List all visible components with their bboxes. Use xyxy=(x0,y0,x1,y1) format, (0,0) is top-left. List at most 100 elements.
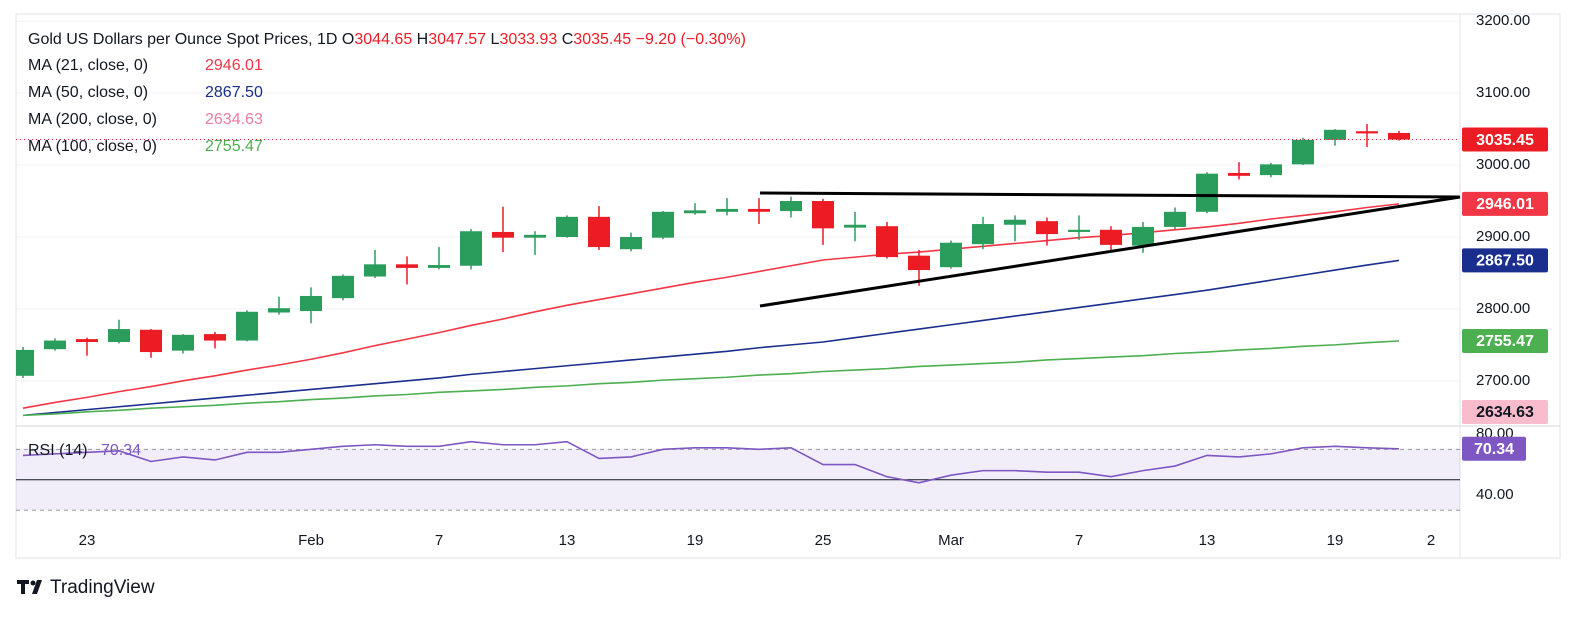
ohlc-label: L xyxy=(491,31,500,48)
candle-body xyxy=(492,231,514,238)
candle-body xyxy=(364,264,386,277)
candle-body xyxy=(748,208,770,212)
symbol-title: Gold US Dollars per Ounce Spot Prices, 1… xyxy=(28,31,337,48)
x-tick-label: 19 xyxy=(1327,532,1344,549)
trendline-upper xyxy=(759,191,1461,199)
ma-line xyxy=(22,259,1400,417)
y-tick-label: 3000.00 xyxy=(1476,156,1530,173)
candle-body xyxy=(236,311,258,341)
candle-body xyxy=(812,201,834,229)
price-tag xyxy=(1462,328,1548,353)
price-tag-label: 2867.50 xyxy=(1476,253,1534,270)
candle-body xyxy=(428,265,450,268)
rsi-legend-value: 70.34 xyxy=(101,442,141,459)
candle-body xyxy=(556,216,578,237)
candle-body xyxy=(1036,221,1058,235)
candle-body xyxy=(1132,226,1154,246)
candle-body xyxy=(716,208,738,212)
price-tag-label: 2634.63 xyxy=(1476,404,1534,421)
candle-body xyxy=(1292,139,1314,165)
candle-body xyxy=(1388,132,1410,140)
ohlc-value: 3035.45 xyxy=(573,31,631,48)
candle-body xyxy=(1356,131,1378,134)
rsi-pane xyxy=(22,440,1400,484)
candle-body xyxy=(44,340,66,350)
change: −9.20 (−0.30%) xyxy=(636,31,746,48)
candle-body xyxy=(1196,173,1218,212)
y-tick-label: 2900.00 xyxy=(1476,228,1530,245)
y-tick-label: 3200.00 xyxy=(1476,12,1530,29)
candle-body xyxy=(1068,229,1090,232)
header: Gold US Dollars per Ounce Spot Prices, 1… xyxy=(28,31,746,48)
price-tag xyxy=(1462,400,1548,424)
ohlc-value: 3047.57 xyxy=(428,31,486,48)
x-tick-label: 13 xyxy=(1199,532,1216,549)
rsi-name: RSI (14) xyxy=(28,442,88,459)
candle-body xyxy=(620,236,642,250)
candle-body xyxy=(908,255,930,271)
rsi-line xyxy=(22,440,1400,484)
legend-value: 2634.63 xyxy=(205,111,263,128)
price-tag-label: 2755.47 xyxy=(1476,333,1534,350)
ohlc-value: 3044.65 xyxy=(354,31,412,48)
brand-logo: TradingView xyxy=(17,577,155,598)
legend-value: 2946.01 xyxy=(205,57,263,74)
main-pane xyxy=(16,124,1460,417)
candle-body xyxy=(204,334,226,341)
ohlc-label: H xyxy=(417,31,429,48)
rsi-tick-label: 40.00 xyxy=(1476,486,1514,503)
candle-body xyxy=(76,339,98,342)
legend-name: MA (100, close, 0) xyxy=(28,138,157,155)
price-tag xyxy=(1462,191,1548,216)
frame xyxy=(15,13,1561,559)
legend-name: MA (50, close, 0) xyxy=(28,84,148,101)
candle-body xyxy=(524,234,546,238)
ohlc-label: C xyxy=(562,31,574,48)
candle-body xyxy=(1324,129,1346,140)
candle-body xyxy=(1100,229,1122,245)
ohlc-label: O xyxy=(342,31,354,48)
candle-body xyxy=(268,308,290,313)
x-tick-label: 7 xyxy=(435,532,443,549)
x-tick-label: Feb xyxy=(298,532,324,549)
x-tick-label: 23 xyxy=(79,532,96,549)
x-tick-label: Mar xyxy=(938,532,964,549)
ma-line xyxy=(22,340,1400,417)
candle-body xyxy=(844,224,866,228)
candle-body xyxy=(1004,219,1026,225)
candle-body xyxy=(972,224,994,245)
candle-body xyxy=(684,210,706,214)
trendline-lower xyxy=(759,195,1461,308)
brand: TradingView xyxy=(50,577,155,598)
candle-body xyxy=(588,216,610,248)
ma-line xyxy=(22,203,1400,409)
candle-body xyxy=(108,329,130,342)
candle-body xyxy=(300,295,322,312)
y-tick-label: 3100.00 xyxy=(1476,84,1530,101)
price-tag-label: 3035.45 xyxy=(1476,132,1534,149)
legend-value: 2867.50 xyxy=(205,84,263,101)
price-tag-label: 2946.01 xyxy=(1476,196,1534,213)
x-tick-label: 19 xyxy=(687,532,704,549)
candle-body xyxy=(140,329,162,353)
legend-name: MA (200, close, 0) xyxy=(28,111,157,128)
candle-body xyxy=(780,201,802,212)
price-tag xyxy=(1462,248,1548,273)
ohlc-value: 3033.93 xyxy=(499,31,557,48)
x-tick-label: 7 xyxy=(1075,532,1083,549)
y-tick-label: 2700.00 xyxy=(1476,372,1530,389)
candle-body xyxy=(172,334,194,351)
legend-value: 2755.47 xyxy=(205,138,263,155)
candle-body xyxy=(1164,211,1186,227)
candle-body xyxy=(332,275,354,299)
candle-body xyxy=(876,226,898,258)
axes: 2700.00 2800.00 2900.00 3000.00 3100.00 3200.… xyxy=(28,12,1548,549)
candle-body xyxy=(460,231,482,266)
grid xyxy=(16,20,1460,511)
rsi-tag-label: 70.34 xyxy=(1474,441,1514,458)
price-tag xyxy=(1462,127,1548,152)
candle-body xyxy=(652,211,674,238)
x-tick-label: 2 xyxy=(1427,532,1435,549)
x-tick-label: 25 xyxy=(815,532,832,549)
